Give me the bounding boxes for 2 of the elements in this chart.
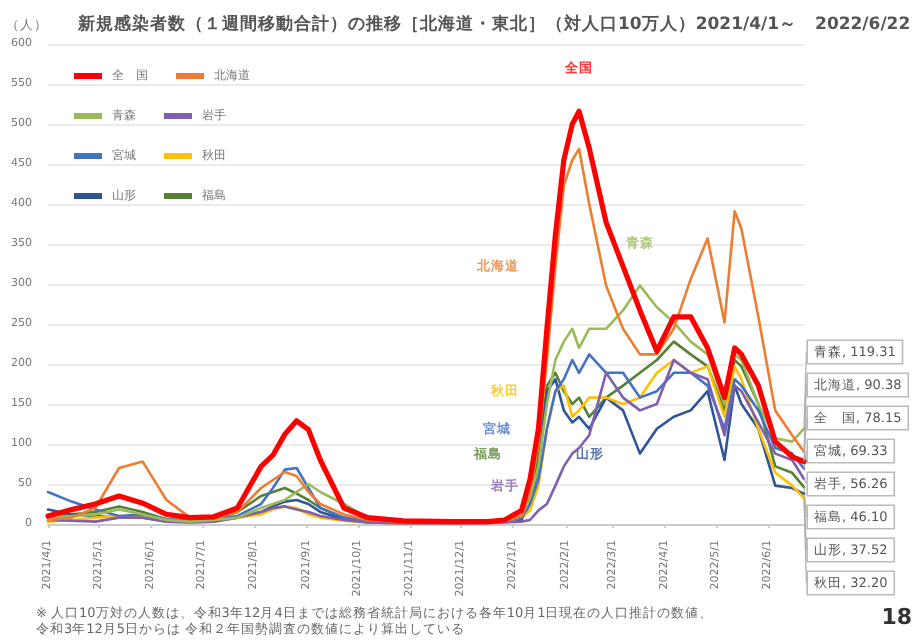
text: 18 — [881, 604, 913, 630]
chart-title: 新規感染者数（１週間移動合計）の推移［北海道・東北］（対人口10万人）2021/4/1～ 2022/6/22 — [76, 13, 911, 35]
